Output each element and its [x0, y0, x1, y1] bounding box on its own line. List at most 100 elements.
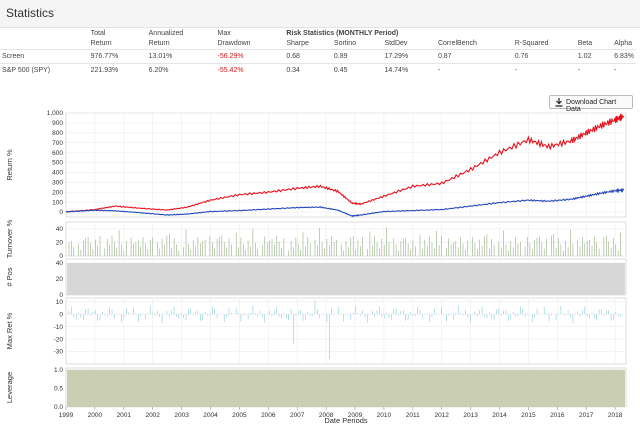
x-axis-title: Date Periods [324, 416, 368, 425]
y-axis-title: # Pos [5, 267, 14, 286]
cell: 17.29% [382, 49, 436, 64]
y-tick-label: -30 [54, 349, 64, 356]
x-tick-label: 2013 [463, 412, 478, 419]
y-axis-title: Max Ret % [5, 312, 14, 349]
cell: - [612, 63, 636, 77]
row-name: Screen [0, 49, 89, 64]
cell: 0.89 [331, 49, 383, 64]
y-tick-label: 100 [52, 199, 63, 206]
column-header-row: Return Return Drawdown Sharpe Sortino St… [0, 38, 636, 50]
y-tick-label: 40 [56, 260, 64, 267]
y-tick-label: 0 [59, 292, 63, 299]
header-total: Total [90, 30, 106, 37]
y-axis-title: Return % [5, 149, 14, 181]
chart-panel: 40 20 0 Turnover % [5, 219, 627, 260]
cell: 1.02 [575, 49, 613, 64]
cell: - [575, 63, 613, 77]
chart-panel: 40 20 0 # Pos [5, 258, 627, 299]
plot-frame [65, 112, 627, 218]
x-tick-label: 1999 [59, 412, 74, 419]
header-max: Max [217, 30, 231, 37]
y-tick-label: 0 [59, 209, 63, 216]
y-tick-label: 40 [56, 226, 64, 233]
table-row: Screen 976.77% 13.01% -56.29% 0.68 0.89 … [0, 49, 636, 64]
x-tick-label: 2007 [290, 412, 305, 419]
download-icon [555, 98, 563, 107]
y-tick-label: 600 [52, 150, 63, 157]
y-tick-label: 20 [56, 276, 64, 283]
cell: 14.74% [382, 63, 436, 77]
x-tick-label: 2012 [434, 412, 449, 419]
y-tick-label: 0.0 [54, 404, 63, 411]
x-tick-label: 2010 [377, 412, 392, 419]
col-header: Sharpe [286, 40, 309, 47]
x-tick-label: 2000 [88, 412, 103, 419]
cell: - [435, 63, 513, 77]
series-line-benchmark [65, 187, 625, 218]
table-row: S&P 500 (SPY) 221.93% 6.20% -55.42% 0.34… [0, 63, 636, 77]
group-header-row: Total Annualized Max Risk Statistics (MO… [0, 29, 636, 38]
col-header: Drawdown [217, 40, 251, 47]
chart-panel: 1,000 900 800 700 600 500 400 300 200 100 0 Return … [5, 110, 627, 218]
download-button-label: Download Chart Data [566, 99, 617, 113]
cell: 0.34 [284, 63, 332, 77]
cell: 0.87 [435, 49, 513, 64]
cell: 0.68 [284, 49, 332, 64]
y-tick-label: 200 [52, 189, 63, 196]
area-fill [67, 369, 625, 407]
y-tick-label: -10 [54, 324, 64, 331]
x-tick-label: 2001 [117, 412, 132, 419]
y-axis-title: Leverage [5, 372, 14, 403]
x-tick-label: 2015 [521, 412, 536, 419]
statistics-table: Total Annualized Max Risk Statistics (MO… [0, 29, 636, 77]
x-tick-label: 2011 [406, 412, 420, 419]
col-header: Return [90, 40, 112, 47]
download-chart-data-button[interactable]: Download Chart Data [549, 95, 633, 113]
x-tick-label: 2018 [608, 412, 623, 419]
x-tick-label: 2014 [492, 412, 507, 419]
y-tick-label: 300 [52, 180, 63, 187]
y-tick-label: 0 [59, 311, 63, 318]
y-tick-label: 900 [52, 120, 63, 127]
y-tick-label: 0 [59, 253, 63, 260]
y-tick-label: 20 [56, 240, 64, 247]
statistics-header: Statistics [0, 0, 640, 28]
y-tick-label: 400 [52, 170, 63, 177]
y-tick-label: 10 [56, 299, 64, 306]
cell: 0.45 [331, 63, 383, 77]
cell: 221.93% [88, 63, 147, 77]
cell: 0.76 [512, 49, 576, 64]
col-header: R-Squared [514, 40, 549, 47]
cell: 976.77% [88, 49, 147, 64]
y-tick-label: 800 [52, 130, 63, 137]
y-axis-title: Turnover % [5, 219, 14, 258]
cell: - [512, 63, 576, 77]
cell: 13.01% [146, 49, 216, 64]
cell: 6.20% [146, 63, 216, 77]
x-tick-label: 2004 [203, 412, 218, 419]
cell: -56.29% [215, 49, 285, 64]
x-tick-label: 2002 [145, 412, 160, 419]
cell: -55.42% [215, 63, 285, 77]
x-tick-label: 2009 [348, 412, 363, 419]
area-fill [67, 263, 625, 295]
header-annualized: Annualized [148, 30, 184, 37]
row-name: S&P 500 (SPY) [0, 63, 89, 77]
x-tick-label: 2005 [232, 412, 247, 419]
x-tick-label: 2006 [261, 412, 276, 419]
y-tick-label: 500 [52, 160, 63, 167]
y-tick-label: 1.0 [54, 367, 63, 374]
y-tick-label: 700 [52, 140, 63, 147]
plot-frame [65, 297, 627, 365]
x-tick-label: 2017 [579, 412, 594, 419]
series-line-screen [65, 113, 625, 213]
y-tick-label: 0.5 [54, 386, 63, 393]
y-tick-label: 1,000 [47, 110, 64, 117]
chart-panel: 10 0 -10 -20 -30 Max Ret % [5, 297, 627, 365]
header-risk-statistics: Risk Statistics (MONTHLY Period) [286, 30, 399, 37]
x-tick-label: 2003 [174, 412, 189, 419]
statistics-title: Statistics [6, 6, 55, 20]
y-tick-label: -20 [54, 336, 64, 343]
col-header: CorrelBench [437, 40, 477, 47]
